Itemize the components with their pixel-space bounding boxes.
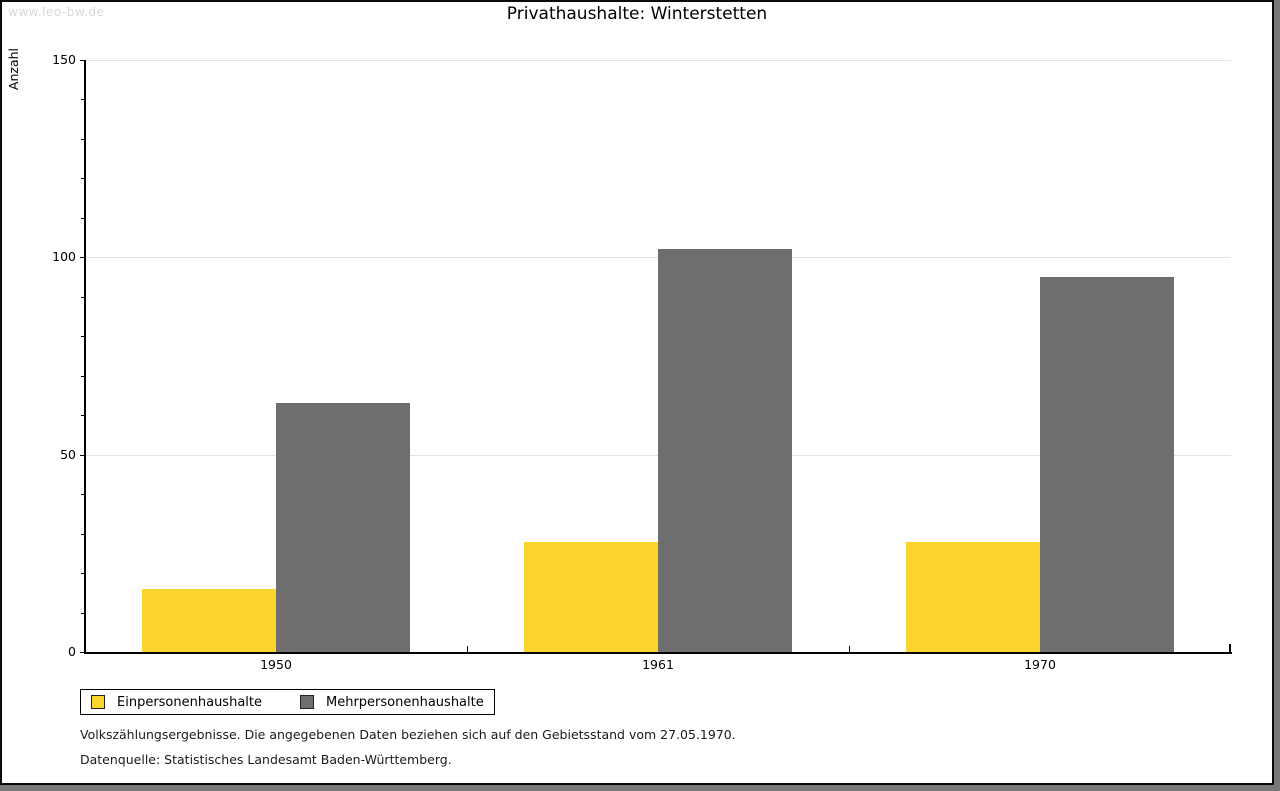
bar-1970-einpersonenhaushalte: [906, 541, 1040, 652]
bar-1950-mehrpersonenhaushalte: [276, 403, 410, 652]
y-minor-tick-140: [81, 99, 85, 101]
y-tick-label-150: 150: [52, 52, 76, 67]
chart-title: Privathaushalte: Winterstetten: [506, 4, 768, 24]
y-minor-tick-70: [81, 375, 85, 377]
y-major-tick-50: [80, 454, 85, 456]
y-major-tick-0: [80, 652, 85, 653]
legend-item-mehrpersonenhaushalte: Mehrpersonenhaushalte: [300, 695, 484, 710]
y-tick-label-100: 100: [52, 249, 76, 265]
legend: Einpersonenhaushalte Mehrpersonenhaushalt…: [80, 689, 495, 715]
bar-1961-mehrpersonenhaushalte: [658, 249, 792, 652]
legend-label: Mehrpersonenhaushalte: [326, 694, 484, 710]
y-minor-tick-90: [81, 296, 85, 298]
y-minor-tick-20: [81, 573, 85, 575]
plot-area: [85, 60, 1231, 652]
footnote-source-note: Volkszählungsergebnisse. Die angegebenen…: [80, 727, 736, 742]
gridline-150: [85, 60, 1231, 61]
legend-items: Einpersonenhaushalte Mehrpersonenhaushalt…: [91, 695, 484, 710]
legend-swatch-icon: [91, 695, 105, 709]
category-separator-tick: [467, 646, 468, 652]
bar-1961-einpersonenhaushalte: [524, 541, 658, 652]
y-tick-label-50: 50: [60, 446, 76, 462]
category-separator-tick: [849, 646, 850, 652]
legend-label: Einpersonenhaushalte: [117, 694, 262, 710]
y-minor-tick-40: [81, 494, 85, 496]
x-tick-label-1950: 1950: [260, 657, 292, 672]
y-minor-tick-60: [81, 415, 85, 417]
x-tick-label-1961: 1961: [642, 657, 674, 672]
y-axis-line: [84, 60, 86, 654]
y-minor-tick-110: [81, 217, 85, 219]
legend-swatch-icon: [300, 695, 314, 709]
y-minor-tick-130: [81, 138, 85, 140]
y-minor-tick-30: [81, 533, 85, 535]
y-minor-tick-10: [81, 612, 85, 614]
bar-1950-einpersonenhaushalte: [142, 588, 276, 652]
footnote-data-source: Datenquelle: Statistisches Landesamt Bad…: [80, 752, 452, 767]
x-axis-line: [84, 652, 1232, 654]
y-major-tick-100: [80, 257, 85, 259]
axis-end-tick: [1229, 644, 1231, 652]
legend-item-einpersonenhaushalte: Einpersonenhaushalte: [91, 695, 262, 710]
y-tick-label-0: 0: [68, 644, 76, 659]
watermark: www.leo-bw.de: [8, 5, 105, 19]
x-tick-label-1970: 1970: [1024, 657, 1056, 672]
y-minor-tick-80: [81, 336, 85, 338]
y-major-tick-150: [80, 60, 85, 61]
y-minor-tick-120: [81, 178, 85, 180]
bar-1970-mehrpersonenhaushalte: [1040, 277, 1174, 652]
